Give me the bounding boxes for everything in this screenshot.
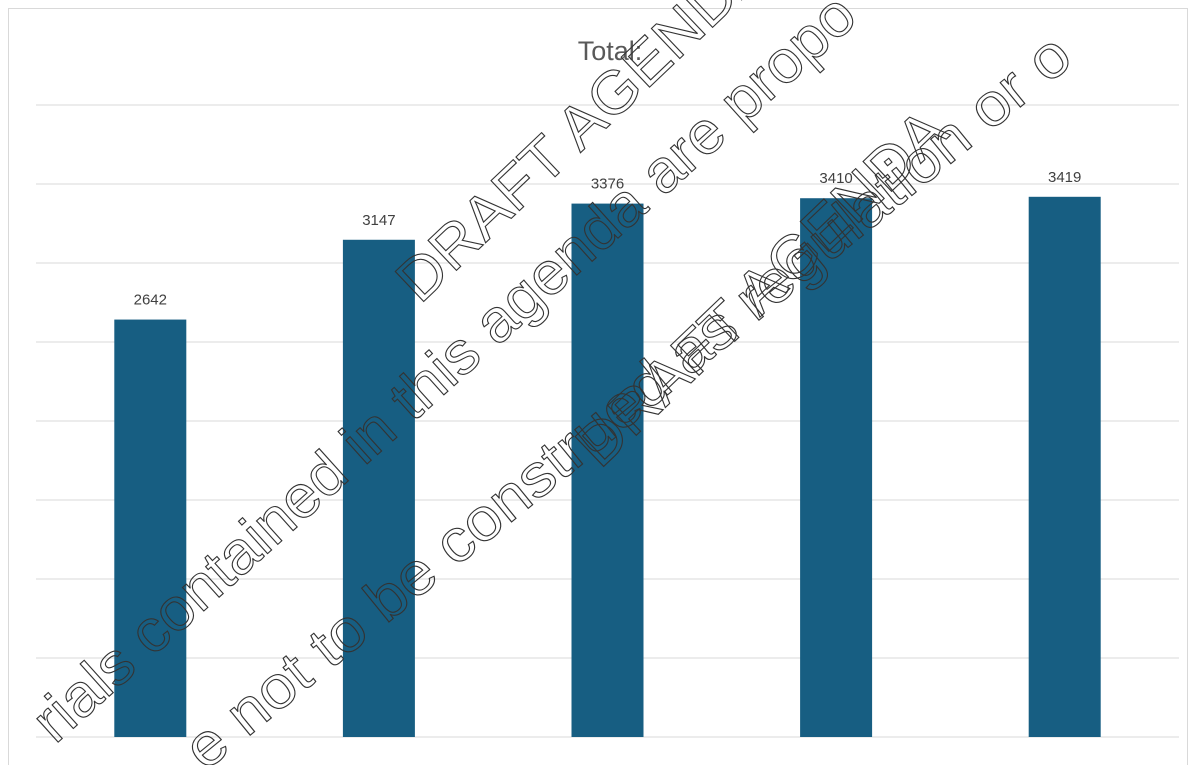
data-label: 3376 [591, 176, 624, 193]
bar [800, 198, 873, 738]
data-label: 3419 [1048, 169, 1081, 186]
data-label: 3147 [362, 212, 395, 229]
chart-title: Total: [578, 36, 643, 66]
bar [1028, 196, 1101, 738]
bar [342, 239, 415, 738]
data-label: 3410 [819, 170, 852, 187]
bar [571, 203, 644, 738]
bar [114, 319, 187, 737]
data-label: 2642 [134, 292, 167, 309]
